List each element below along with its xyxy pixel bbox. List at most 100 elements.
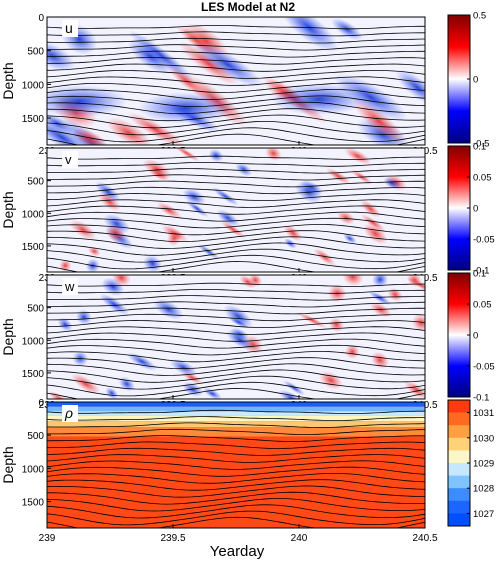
colorbar-tick-label: -0.1 [473, 393, 489, 404]
isopycnal-line [47, 82, 425, 93]
positive-anomaly [411, 314, 425, 332]
negative-anomaly [343, 233, 357, 244]
isopycnal-line [47, 466, 425, 477]
y-tick-label: 1000 [22, 464, 45, 475]
isopycnal-line [47, 357, 425, 369]
isopycnal-line [47, 133, 425, 145]
isopycnal-line [47, 510, 425, 526]
x-tick-label: 240 [291, 533, 308, 544]
x-tick-label: 239 [39, 533, 56, 544]
negative-anomaly [47, 85, 128, 118]
positive-anomaly [173, 148, 201, 162]
isopycnal-line [47, 479, 425, 491]
y-tick-label: 1500 [22, 242, 45, 253]
isopycnal-line [47, 224, 425, 236]
colorbar-tick-label: 1028 [473, 484, 494, 495]
x-tick-label: 240.5 [412, 533, 437, 544]
isopycnal-line [47, 282, 425, 287]
negative-anomaly [101, 277, 125, 297]
axis-ticks-rho: 0 500 1000 1500 239 239.5 240 240.5 [22, 398, 438, 544]
panel-rho: 0 500 1000 1500 239 239.5 240 240.5 ρ Depth 103… [0, 398, 494, 544]
colorbar-level [448, 463, 470, 476]
panel-label-v: v [65, 152, 72, 167]
isopycnal-line [47, 211, 425, 222]
colorbar-u: 0.5 0 -0.5 [447, 11, 489, 150]
colorbar-tick-label: -0.05 [473, 235, 495, 246]
isopycnal-line [47, 516, 425, 528]
isopycnal-line [47, 498, 425, 512]
positive-anomaly [405, 276, 425, 295]
colorbar-level [448, 450, 470, 464]
positive-anomaly [344, 148, 372, 165]
isopycnal-line [47, 25, 425, 30]
y-axis-label-w: Depth [0, 318, 16, 355]
colorbar-gradient [448, 146, 470, 270]
colorbar-level [448, 475, 470, 489]
isopycnal-line [47, 205, 425, 215]
isopycnal-line [47, 409, 425, 414]
colorbar-tick-label: -0.05 [473, 362, 495, 373]
positive-anomaly [72, 127, 108, 145]
y-tick-label: 1000 [22, 209, 45, 220]
positive-anomaly [404, 380, 425, 399]
colorbar-rho: 1031 1030 1029 1028 1027 [447, 399, 494, 527]
panel-label-rho: ρ [64, 405, 73, 421]
colorbar-tick-label: -0.1 [473, 266, 489, 277]
contour-lines-w [47, 282, 425, 399]
colorbar-tick-label: 0.1 [473, 269, 486, 280]
isopycnal-line [47, 504, 425, 519]
positive-anomaly [239, 275, 257, 289]
negative-anomaly [47, 115, 96, 145]
panel-label-v-box: v [62, 151, 78, 168]
y-tick-label: 0 [38, 398, 44, 409]
isopycnal-line [47, 31, 425, 37]
y-axis-label-rho: Depth [0, 446, 16, 483]
positive-anomaly [344, 344, 360, 360]
isopycnal-line [47, 313, 425, 322]
isopycnal-line [47, 454, 425, 463]
negative-anomaly [75, 309, 93, 325]
isopycnal-line [47, 344, 425, 356]
isopycnal-line [47, 63, 425, 72]
isopycnal-line [47, 485, 425, 498]
isopycnal-line [47, 121, 425, 136]
negative-anomaly [127, 38, 174, 75]
colorbar-gradient [448, 273, 470, 397]
heatmap-v-field [59, 148, 407, 272]
y-axis-label-u: Depth [0, 62, 16, 99]
negative-anomaly [185, 200, 209, 218]
x-tick-label: 239.5 [160, 533, 185, 544]
colorbar-tick-label: -0.5 [473, 139, 489, 150]
isopycnal-line [47, 338, 425, 349]
isopycnal-line [47, 320, 425, 328]
isopycnal-line [47, 428, 425, 435]
isopycnal-line [47, 37, 425, 44]
y-tick-label: 1500 [22, 369, 45, 380]
positive-anomaly [265, 148, 282, 161]
panel-label-u-box: u [62, 20, 78, 37]
negative-anomaly [372, 275, 389, 288]
isopycnal-line [47, 261, 425, 272]
negative-anomaly [383, 177, 401, 190]
y-tick-label: 1000 [22, 336, 45, 347]
contour-lines-rho [47, 409, 425, 528]
y-axis-label-v: Depth [0, 191, 16, 228]
colorbar-tick-label: 0.05 [473, 300, 492, 311]
negative-anomaly [153, 298, 184, 320]
negative-anomaly [169, 358, 198, 377]
colorbar-level [448, 400, 470, 413]
negative-anomaly [334, 73, 408, 122]
colorbar-level [448, 425, 470, 439]
isopycnal-line [47, 230, 425, 242]
density-band [47, 402, 425, 407]
positive-anomaly [156, 202, 182, 219]
isopycnal-line [47, 70, 425, 79]
isopycnal-line [47, 422, 425, 428]
isopycnal-line [47, 114, 425, 129]
colorbar-level [448, 437, 470, 451]
isopycnal-line [47, 199, 425, 208]
colorbar-tick-label: 0 [473, 204, 478, 215]
x-axis-label: Yearday [210, 543, 265, 560]
